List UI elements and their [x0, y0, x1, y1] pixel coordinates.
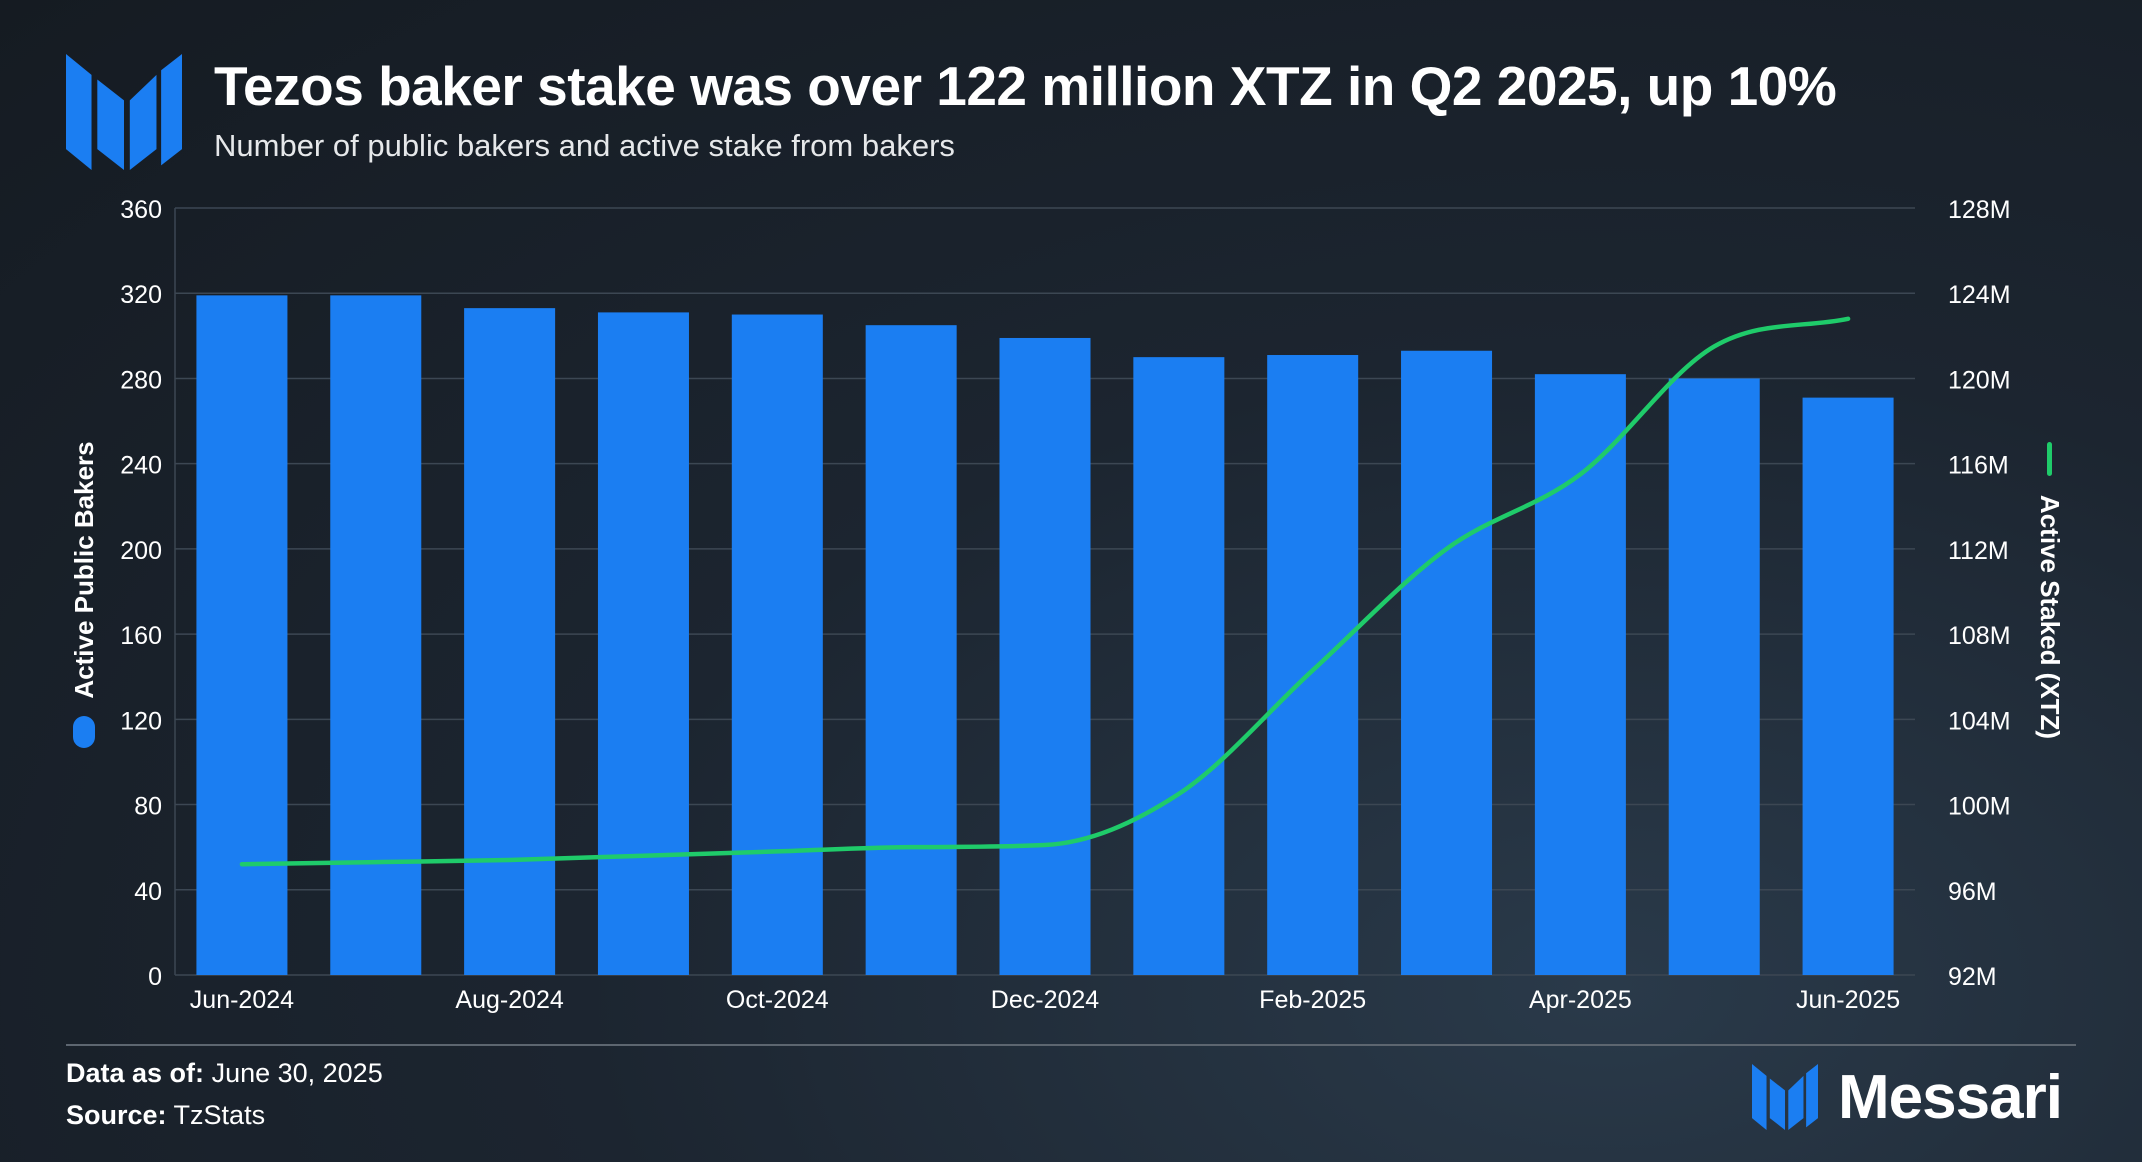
y-right-axis-title: Active Staked (XTZ) [2035, 495, 2065, 739]
y-left-tick-label: 160 [120, 622, 162, 650]
y-right-tick-label: 120M [1948, 366, 2011, 394]
y-left-axis-title: Active Public Bakers [69, 441, 99, 698]
y-right-tick-label: 100M [1948, 793, 2011, 821]
y-right-tick-label: 92M [1948, 963, 1997, 991]
y-left-tick-label: 240 [120, 452, 162, 480]
x-tick-label: Jun-2025 [1796, 986, 1900, 1014]
bar [1534, 374, 1626, 975]
bar [1802, 397, 1894, 975]
brand-name: Messari [1838, 1062, 2063, 1132]
y-right-tick-label: 116M [1948, 452, 2009, 480]
source-label: Source: [66, 1100, 167, 1130]
bar [865, 325, 957, 975]
x-tick-label: Jun-2024 [190, 986, 294, 1014]
bar [330, 295, 422, 975]
bar [196, 295, 288, 975]
data-as-of: Data as of: June 30, 2025 [66, 1058, 383, 1089]
y-left-tick-label: 40 [134, 878, 162, 906]
x-tick-label: Apr-2025 [1529, 986, 1632, 1014]
y-left-tick-label: 80 [134, 793, 162, 821]
chart-subtitle: Number of public bakers and active stake… [214, 128, 955, 163]
combo-chart: 0 92M 40 96M 80 100M 120 104M 160 108M 200 112M 240 1… [69, 196, 2065, 1014]
bar [731, 314, 823, 975]
messari-logo-icon [66, 54, 182, 170]
y-right-tick-label: 112M [1948, 537, 2009, 565]
legend-swatch-bakers [73, 716, 95, 748]
y-left-tick-label: 200 [120, 537, 162, 565]
x-tick-label: Feb-2025 [1259, 986, 1366, 1014]
chart-title: Tezos baker stake was over 122 million X… [214, 55, 1837, 117]
bar [597, 312, 689, 975]
bar [1267, 355, 1359, 976]
source: Source: TzStats [66, 1100, 265, 1131]
y-right-tick-label: 128M [1948, 196, 2011, 224]
data-as-of-label: Data as of: [66, 1058, 205, 1088]
data-as-of-value: June 30, 2025 [211, 1058, 383, 1088]
x-tick-label: Dec-2024 [991, 986, 1099, 1014]
staked-line [239, 316, 1851, 867]
y-right-tick-label: 124M [1948, 281, 2011, 309]
bar [1401, 350, 1493, 976]
y-left-tick-label: 120 [120, 707, 162, 735]
bar [999, 337, 1091, 976]
bar [1133, 357, 1225, 975]
messari-m-icon [1752, 1064, 1818, 1130]
y-left-tick-label: 360 [120, 196, 162, 224]
brand-logo: Messari [1752, 1062, 2063, 1132]
bar [1668, 378, 1760, 975]
y-right-tick-label: 96M [1948, 878, 1997, 906]
footer-divider [66, 1044, 2076, 1046]
y-left-tick-label: 320 [120, 281, 162, 309]
source-value: TzStats [173, 1100, 266, 1130]
legend-swatch-staked [2047, 442, 2052, 476]
y-left-tick-label: 0 [148, 963, 162, 991]
y-left-tick-label: 280 [120, 366, 162, 394]
x-tick-label: Oct-2024 [726, 986, 829, 1014]
x-tick-label: Aug-2024 [455, 986, 564, 1014]
y-right-tick-label: 108M [1948, 622, 2011, 650]
y-right-tick-label: 104M [1948, 707, 2011, 735]
bar [464, 308, 556, 975]
